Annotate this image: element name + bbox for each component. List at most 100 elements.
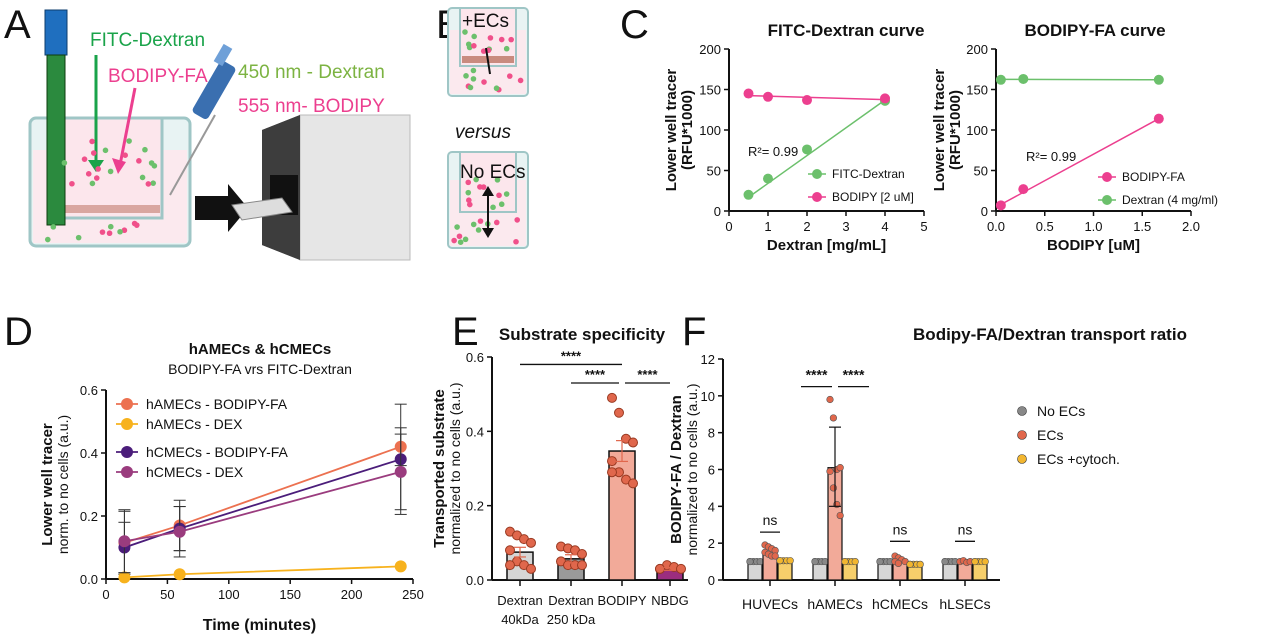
tracer-dot: [133, 222, 140, 228]
chart-title: BODIPY-FA curve: [1024, 21, 1165, 40]
y-tick-label: 150: [699, 83, 721, 98]
tracer-dot: [89, 138, 95, 145]
tracer-dot: [99, 229, 106, 235]
chart-E: Substrate specificity 0.0 0.2 0.4 0.6 Transpo…: [431, 325, 689, 627]
tracer-dot: [90, 150, 97, 156]
tracer-dot: [136, 158, 142, 164]
x-tick-label: 150: [279, 587, 301, 602]
tracer-dot: [477, 218, 484, 224]
tracer-dot: [151, 163, 158, 169]
tracer-dot: [490, 204, 496, 211]
x-tick-label: 2: [803, 219, 810, 234]
r-squared-annotation: R²= 0.99: [1026, 149, 1076, 164]
data-point: [743, 189, 754, 200]
x-tick-label: 50: [160, 587, 174, 602]
chart-F: Bodipy-FA/Dextran transport ratio 0 2 4 6 8 10…: [668, 325, 1187, 612]
chart-title: Bodipy-FA/Dextran transport ratio: [913, 325, 1187, 344]
bodipy-fa-label: BODIPY-FA: [108, 66, 208, 87]
legend-marker: [1017, 430, 1027, 440]
tracer-dot: [471, 43, 477, 49]
legend-label: Dextran (4 mg/ml): [1122, 193, 1218, 207]
x-tick-label: 0.5: [1036, 219, 1054, 234]
data-point: [394, 465, 407, 478]
data-point: [811, 557, 819, 566]
tracer-dot: [470, 76, 477, 82]
data-point: [763, 91, 773, 102]
significance-label: ns: [893, 521, 908, 537]
y-tick-label: 50: [707, 164, 721, 179]
x-tick-label: hCMECs: [872, 596, 928, 612]
data-point: [505, 560, 515, 571]
y-tick-label: 10: [701, 389, 715, 404]
chart-C1: FITC-Dextran curve 0 50 100 150 200 0 1 2 3 4 5 Lowe…: [663, 21, 928, 254]
panel-label-f: F: [682, 310, 706, 354]
x-tick-label: 100: [218, 587, 240, 602]
tracer-dot: [514, 217, 521, 223]
tracer-dot: [498, 36, 505, 43]
legend-marker: [1017, 406, 1027, 416]
y-tick-label: 0.2: [80, 509, 98, 524]
data-point: [746, 557, 754, 566]
data-point: [676, 563, 686, 574]
tracer-dot: [467, 84, 474, 91]
tracer-dot: [480, 48, 487, 54]
versus-label: versus: [455, 122, 511, 143]
data-point: [981, 557, 989, 566]
tracer-dot: [465, 189, 472, 196]
y-tick-label: 6: [708, 463, 715, 478]
tracer-dot: [95, 166, 101, 172]
y-tick-label: 4: [708, 499, 715, 514]
data-point: [173, 568, 186, 581]
data-point: [607, 392, 617, 403]
tracer-dot: [493, 219, 500, 226]
data-point: [995, 74, 1006, 85]
legend-label: hAMECs - BODIPY-FA: [146, 396, 288, 412]
tracer-dot: [61, 160, 68, 166]
legend-label: FITC-Dextran: [832, 167, 905, 181]
y-tick-label: 0: [981, 204, 988, 219]
bodipy-arrow: [118, 87, 137, 166]
x-tick-label: 5: [920, 219, 927, 234]
x-axis-label: BODIPY [uM]: [1047, 237, 1140, 254]
x-tick-label: hAMECs: [807, 596, 862, 612]
y-tick-label: 0.0: [80, 572, 98, 587]
y-axis-label-secondary: (RFU*1000): [947, 90, 964, 170]
tracer-dot: [513, 238, 519, 245]
tracer-dot: [473, 176, 479, 183]
data-point: [880, 93, 890, 104]
panel-label-a: A: [4, 3, 31, 47]
significance-label: ****: [843, 367, 865, 383]
tracer-dot: [466, 197, 472, 204]
x-tick-label-line2: 250 kDa: [547, 612, 596, 627]
tracer-dot: [50, 224, 57, 230]
significance-label: ****: [585, 367, 606, 382]
significance-label: ****: [637, 367, 658, 382]
tracer-dot: [454, 224, 460, 230]
tracer-dot: [456, 233, 463, 240]
data-point: [607, 467, 617, 478]
significance-label: ns: [763, 512, 778, 528]
x-tick-label: 4: [881, 219, 888, 234]
tracer-dot: [107, 168, 114, 175]
y-axis-label: Lower well tracer: [39, 423, 56, 546]
data-point: [894, 559, 903, 568]
tracer-dot: [494, 177, 501, 183]
data-point: [763, 173, 773, 184]
x-tick-label: 2.0: [1182, 219, 1200, 234]
tracer-dot: [487, 35, 494, 41]
y-tick-label: 0.6: [466, 350, 484, 365]
x-axis-label: Dextran [mg/mL]: [767, 237, 886, 254]
legend-marker: [1102, 195, 1112, 205]
data-point: [802, 95, 812, 106]
data-point: [118, 535, 131, 548]
data-point: [607, 456, 617, 467]
legend-marker: [121, 466, 133, 478]
tracer-dot: [506, 73, 513, 79]
legend-marker: [812, 169, 822, 179]
data-point: [941, 557, 949, 566]
tracer-dot: [465, 41, 472, 48]
x-tick-label: hLSECs: [939, 596, 990, 612]
tracer-dot: [122, 152, 128, 158]
tracer-dot: [463, 73, 469, 79]
